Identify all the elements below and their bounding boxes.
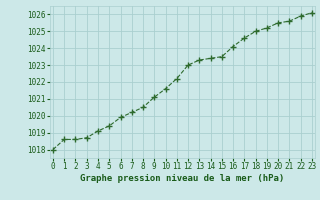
X-axis label: Graphe pression niveau de la mer (hPa): Graphe pression niveau de la mer (hPa) [80,174,284,183]
